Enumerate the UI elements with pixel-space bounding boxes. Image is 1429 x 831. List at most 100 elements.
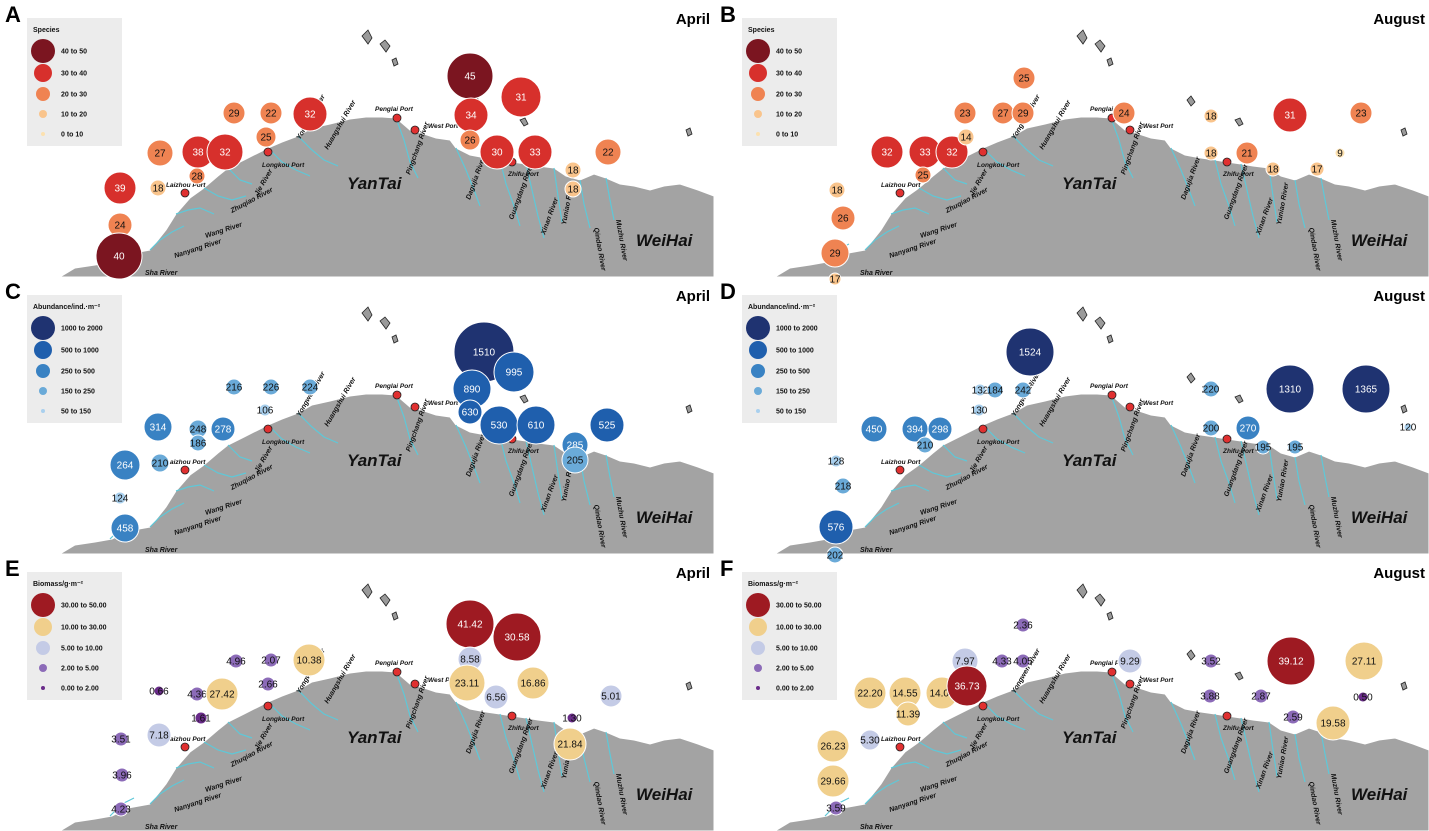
panel-letter: A (5, 2, 21, 27)
station-value: 264 (117, 461, 134, 472)
river-line (605, 731, 615, 775)
station-value: 9 (1337, 149, 1343, 160)
port-marker (895, 742, 905, 752)
station-value: 278 (215, 425, 232, 436)
panel-letter: C (5, 279, 21, 304)
port-marker (1107, 390, 1117, 400)
station-bubble (828, 800, 844, 816)
legend: Abundance/ind.·m⁻² 1000 to 2000 500 to 100… (742, 295, 837, 423)
port-marker (392, 390, 402, 400)
station-bubble (870, 135, 904, 169)
station-value: 32 (881, 148, 893, 159)
station-value: 1365 (1355, 385, 1378, 396)
river-line (297, 412, 339, 444)
station-value: 128 (828, 457, 845, 468)
station-bubble (260, 676, 276, 692)
port-label: West Port (1143, 400, 1174, 407)
legend-swatch (754, 387, 762, 395)
station-bubble (553, 727, 587, 761)
station-bubble (457, 399, 483, 425)
station-bubble (564, 161, 582, 179)
river-line (890, 484, 930, 492)
river-line (395, 671, 419, 733)
station-value: 7.97 (955, 657, 975, 668)
panel-letter: D (720, 279, 736, 304)
port-label: Penglai Port (375, 106, 414, 113)
island (1094, 39, 1106, 53)
station-bubble (292, 643, 326, 677)
station-value: 4.36 (187, 690, 207, 701)
legend-swatch (36, 87, 50, 101)
legend-box (27, 572, 122, 700)
port-marker (180, 742, 190, 752)
river-line (982, 147, 1026, 177)
port-marker (978, 701, 988, 711)
legend: Biomass/g·m⁻² 30.00 to 50.00 10.00 to 30.0… (27, 572, 122, 700)
river-line (227, 721, 253, 739)
station-value: 5.01 (601, 692, 621, 703)
station-bubble (210, 416, 236, 442)
station-bubble (1011, 101, 1035, 125)
station-value: 31 (1284, 111, 1296, 122)
river-line (395, 394, 419, 456)
station-bubble (1255, 439, 1271, 455)
river-line (890, 761, 930, 769)
station-bubble (1265, 364, 1315, 414)
river-line (1012, 412, 1054, 444)
legend: Biomass/g·m⁻² 30.00 to 50.00 10.00 to 30.0… (742, 572, 837, 700)
island (1234, 117, 1244, 127)
legend-swatch (36, 364, 50, 378)
station-bubble (149, 179, 167, 197)
station-value: 130 (971, 406, 988, 417)
legend-box (742, 572, 837, 700)
station-value: 18 (567, 185, 579, 196)
station-bubble (189, 434, 207, 452)
station-bubble (262, 378, 280, 396)
island (519, 117, 529, 127)
station-value: 39 (114, 184, 126, 195)
station-value: 14.55 (892, 689, 917, 700)
station-value: 22.20 (857, 689, 882, 700)
river-line (203, 464, 247, 478)
station-value: 16.86 (520, 679, 545, 690)
port-marker (392, 113, 402, 123)
station-value: 23 (959, 109, 971, 120)
station-bubble (1403, 422, 1413, 432)
port-label: Zhifu Port (1222, 448, 1255, 455)
station-value: 184 (987, 386, 1004, 397)
port-marker (180, 465, 190, 475)
station-value: 18 (1205, 112, 1217, 123)
port-marker (1222, 434, 1232, 444)
river-label: Sha River (860, 547, 894, 554)
port-label: Zhifu Port (507, 171, 540, 178)
station-value: 17 (1311, 165, 1323, 176)
legend-swatch (754, 664, 762, 672)
station-value: 18 (1205, 149, 1217, 160)
legend-swatch (39, 387, 47, 395)
port-marker (1107, 667, 1117, 677)
river-line (227, 167, 253, 185)
island (391, 611, 399, 621)
port-label: Longkou Port (977, 162, 1020, 169)
station-value: 11.39 (896, 710, 921, 721)
station-bubble (957, 128, 975, 146)
station-value: 3.96 (112, 771, 132, 782)
legend-label: 2.00 to 5.00 (61, 666, 99, 673)
station-bubble (146, 722, 172, 748)
station-bubble (1117, 648, 1143, 674)
legend-swatch (756, 686, 760, 690)
legend-swatch (34, 618, 52, 636)
river-line (1294, 179, 1306, 229)
station-value: 4.96 (226, 657, 246, 668)
station-bubble (946, 665, 988, 707)
river-line (1170, 424, 1196, 484)
station-bubble (859, 729, 881, 751)
port-label: Laizhou Port (881, 182, 921, 189)
station-value: 314 (150, 423, 167, 434)
river-line (175, 207, 215, 215)
port-marker (1125, 125, 1135, 135)
legend-swatch (749, 64, 767, 82)
station-value: 5.30 (860, 736, 880, 747)
